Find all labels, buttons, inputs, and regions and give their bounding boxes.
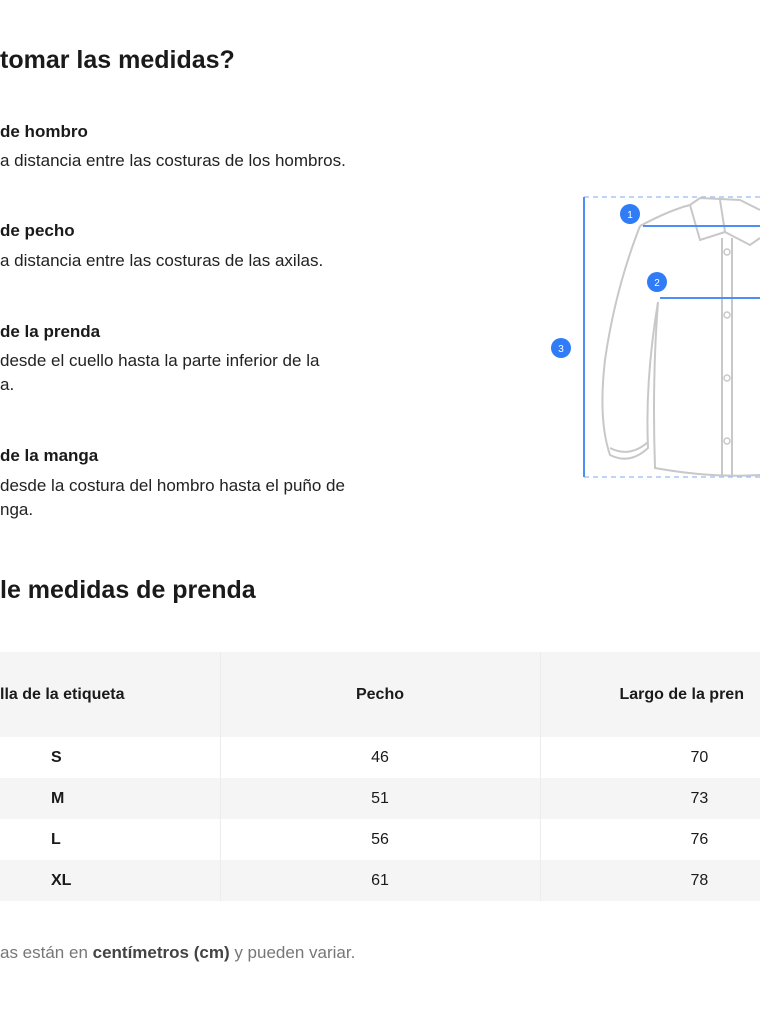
marker-3: 3 bbox=[551, 338, 571, 358]
svg-text:3: 3 bbox=[558, 344, 564, 355]
guide-title: tomar las medidas? bbox=[0, 46, 235, 74]
item-title-sleeve: de la manga bbox=[0, 446, 99, 465]
header-size: lla de la etiqueta bbox=[0, 652, 220, 737]
item-desc-shoulder: a distancia entre las costuras de los ho… bbox=[0, 151, 346, 170]
shirt-buttons bbox=[723, 248, 731, 445]
table-row: M 51 73 bbox=[0, 778, 760, 819]
table-header: lla de la etiqueta Pecho Largo de la pre… bbox=[0, 652, 760, 737]
item-title-chest: de pecho bbox=[0, 221, 75, 240]
item-desc-sleeve: desde la costura del hombro hasta el puñ… bbox=[0, 476, 345, 519]
item-title-shoulder: de hombro bbox=[0, 122, 88, 141]
svg-text:1: 1 bbox=[627, 210, 633, 221]
item-desc-length: desde el cuello hasta la parte inferior … bbox=[0, 351, 320, 394]
marker-2: 2 bbox=[647, 272, 667, 292]
header-chest: Pecho bbox=[219, 652, 540, 737]
table-row: S 46 70 bbox=[0, 737, 760, 778]
shirt-diagram: 1 2 3 bbox=[551, 196, 760, 478]
marker-1: 1 bbox=[620, 204, 640, 224]
svg-text:2: 2 bbox=[654, 278, 660, 289]
item-desc-chest: a distancia entre las costuras de las ax… bbox=[0, 251, 324, 270]
header-length: Largo de la pren bbox=[539, 652, 760, 737]
size-table: lla de la etiqueta Pecho Largo de la pre… bbox=[0, 652, 760, 901]
table-title: le medidas de prenda bbox=[0, 576, 256, 604]
table-row: L 56 76 bbox=[0, 819, 760, 860]
table-row: XL 61 78 bbox=[0, 860, 760, 901]
units-note: as están en centímetros (cm) y pueden va… bbox=[0, 943, 356, 962]
item-title-length: de la prenda bbox=[0, 322, 101, 341]
shirt-outline bbox=[601, 196, 760, 477]
